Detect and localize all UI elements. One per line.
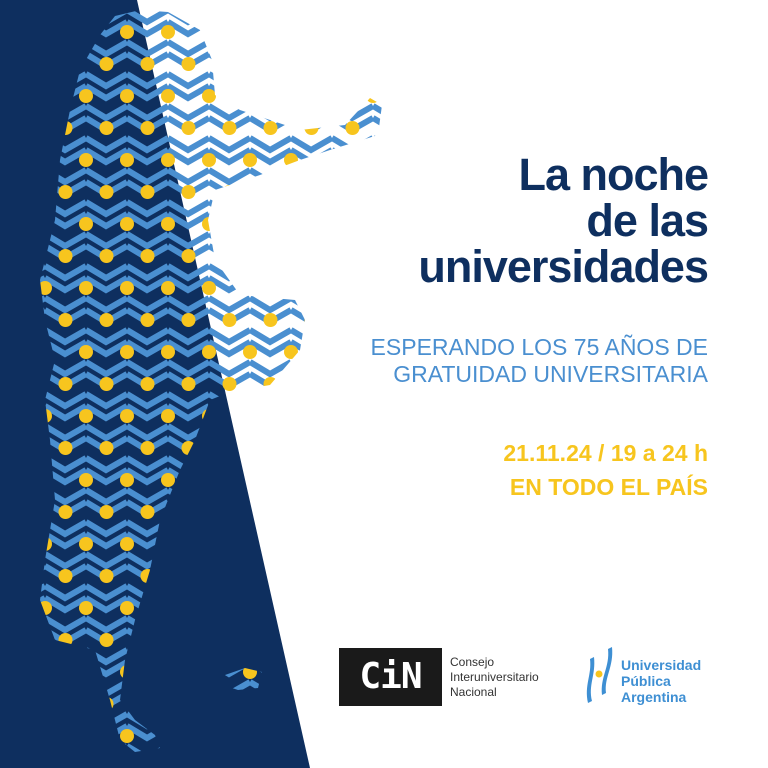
- title-line: La noche: [518, 149, 709, 200]
- event-location: EN TODO EL PAÍS: [509, 474, 708, 500]
- cin-line: Nacional: [450, 685, 497, 699]
- cin-line: Interuniversitario: [450, 670, 539, 684]
- upa-logo-text: Universidad Pública Argentina: [621, 657, 701, 705]
- upa-line: Pública: [621, 673, 671, 689]
- poster-subtitle: ESPERANDO LOS 75 AÑOS DE GRATUIDAD UNIVE…: [371, 334, 708, 388]
- cin-logo: CiN: [339, 648, 442, 706]
- event-date: 21.11.24 / 19 a 24 h: [503, 440, 708, 466]
- title-line: de las: [586, 195, 709, 246]
- falkland-islands: [225, 668, 262, 690]
- subtitle-line: ESPERANDO LOS 75 AÑOS DE: [370, 334, 708, 360]
- upa-line: Universidad: [621, 657, 702, 673]
- argentina-map: [40, 10, 382, 752]
- event-info: 21.11.24 / 19 a 24 h EN TODO EL PAÍS: [503, 436, 708, 504]
- upa-line: Argentina: [621, 689, 687, 705]
- subtitle-line: GRATUIDAD UNIVERSITARIA: [393, 361, 708, 387]
- cin-logo-text: Consejo Interuniversitario Nacional: [450, 655, 539, 700]
- title-line: universidades: [418, 241, 709, 292]
- cin-line: Consejo: [450, 655, 495, 669]
- poster-title: La noche de las universidades: [418, 149, 709, 292]
- upa-logo-mark: [586, 647, 613, 703]
